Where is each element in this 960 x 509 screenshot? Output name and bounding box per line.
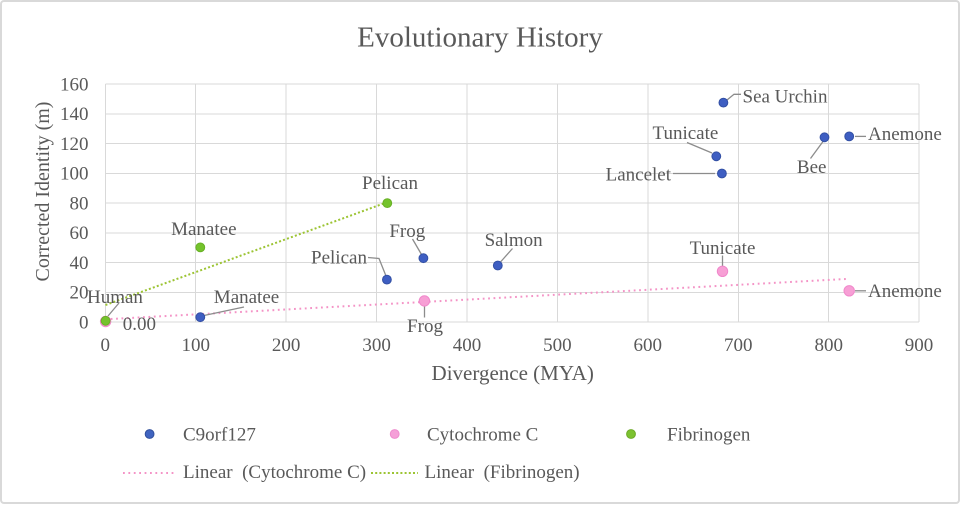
svg-text:Linear (Cytochrome C): Linear (Cytochrome C) xyxy=(183,462,366,483)
svg-text:Lancelet: Lancelet xyxy=(606,165,672,186)
svg-text:600: 600 xyxy=(634,335,663,356)
svg-text:900: 900 xyxy=(905,335,934,356)
svg-text:Manatee: Manatee xyxy=(214,287,279,308)
svg-text:Frog: Frog xyxy=(407,316,443,337)
svg-text:Divergence (MYA): Divergence (MYA) xyxy=(432,361,594,385)
svg-text:Human: Human xyxy=(87,287,143,308)
svg-text:100: 100 xyxy=(181,335,210,356)
svg-text:Salmon: Salmon xyxy=(485,230,544,251)
svg-text:Tunicate: Tunicate xyxy=(690,238,756,259)
svg-text:300: 300 xyxy=(362,335,391,356)
svg-text:20: 20 xyxy=(70,283,89,304)
svg-text:Anemone: Anemone xyxy=(868,124,942,145)
svg-text:Frog: Frog xyxy=(389,221,425,242)
svg-text:Tunicate: Tunicate xyxy=(653,123,719,144)
svg-text:700: 700 xyxy=(724,335,753,356)
svg-text:Fibrinogen: Fibrinogen xyxy=(667,425,751,446)
svg-text:Anemone: Anemone xyxy=(868,281,942,302)
svg-text:Manatee: Manatee xyxy=(171,219,236,240)
svg-text:0.00: 0.00 xyxy=(123,314,156,335)
svg-text:500: 500 xyxy=(543,335,572,356)
svg-text:40: 40 xyxy=(70,253,89,274)
svg-text:Evolutionary History: Evolutionary History xyxy=(357,21,603,53)
svg-text:Corrected Identity (m): Corrected Identity (m) xyxy=(32,102,54,282)
svg-text:800: 800 xyxy=(814,335,843,356)
svg-text:160: 160 xyxy=(60,74,89,95)
svg-text:Linear (Fibrinogen): Linear (Fibrinogen) xyxy=(425,462,580,483)
svg-text:C9orf127: C9orf127 xyxy=(183,425,256,446)
svg-text:Pelican: Pelican xyxy=(311,247,367,268)
svg-text:400: 400 xyxy=(453,335,482,356)
svg-text:Bee: Bee xyxy=(797,157,827,178)
svg-text:80: 80 xyxy=(70,193,89,214)
svg-text:0: 0 xyxy=(101,335,111,356)
svg-text:0: 0 xyxy=(79,312,89,333)
svg-text:120: 120 xyxy=(60,134,89,155)
svg-text:Pelican: Pelican xyxy=(362,173,418,194)
svg-text:60: 60 xyxy=(70,223,89,244)
svg-text:140: 140 xyxy=(60,104,89,125)
svg-text:200: 200 xyxy=(272,335,301,356)
svg-text:Cytochrome C: Cytochrome C xyxy=(427,425,538,446)
svg-text:Sea Urchin: Sea Urchin xyxy=(743,87,828,108)
svg-text:100: 100 xyxy=(60,164,89,185)
